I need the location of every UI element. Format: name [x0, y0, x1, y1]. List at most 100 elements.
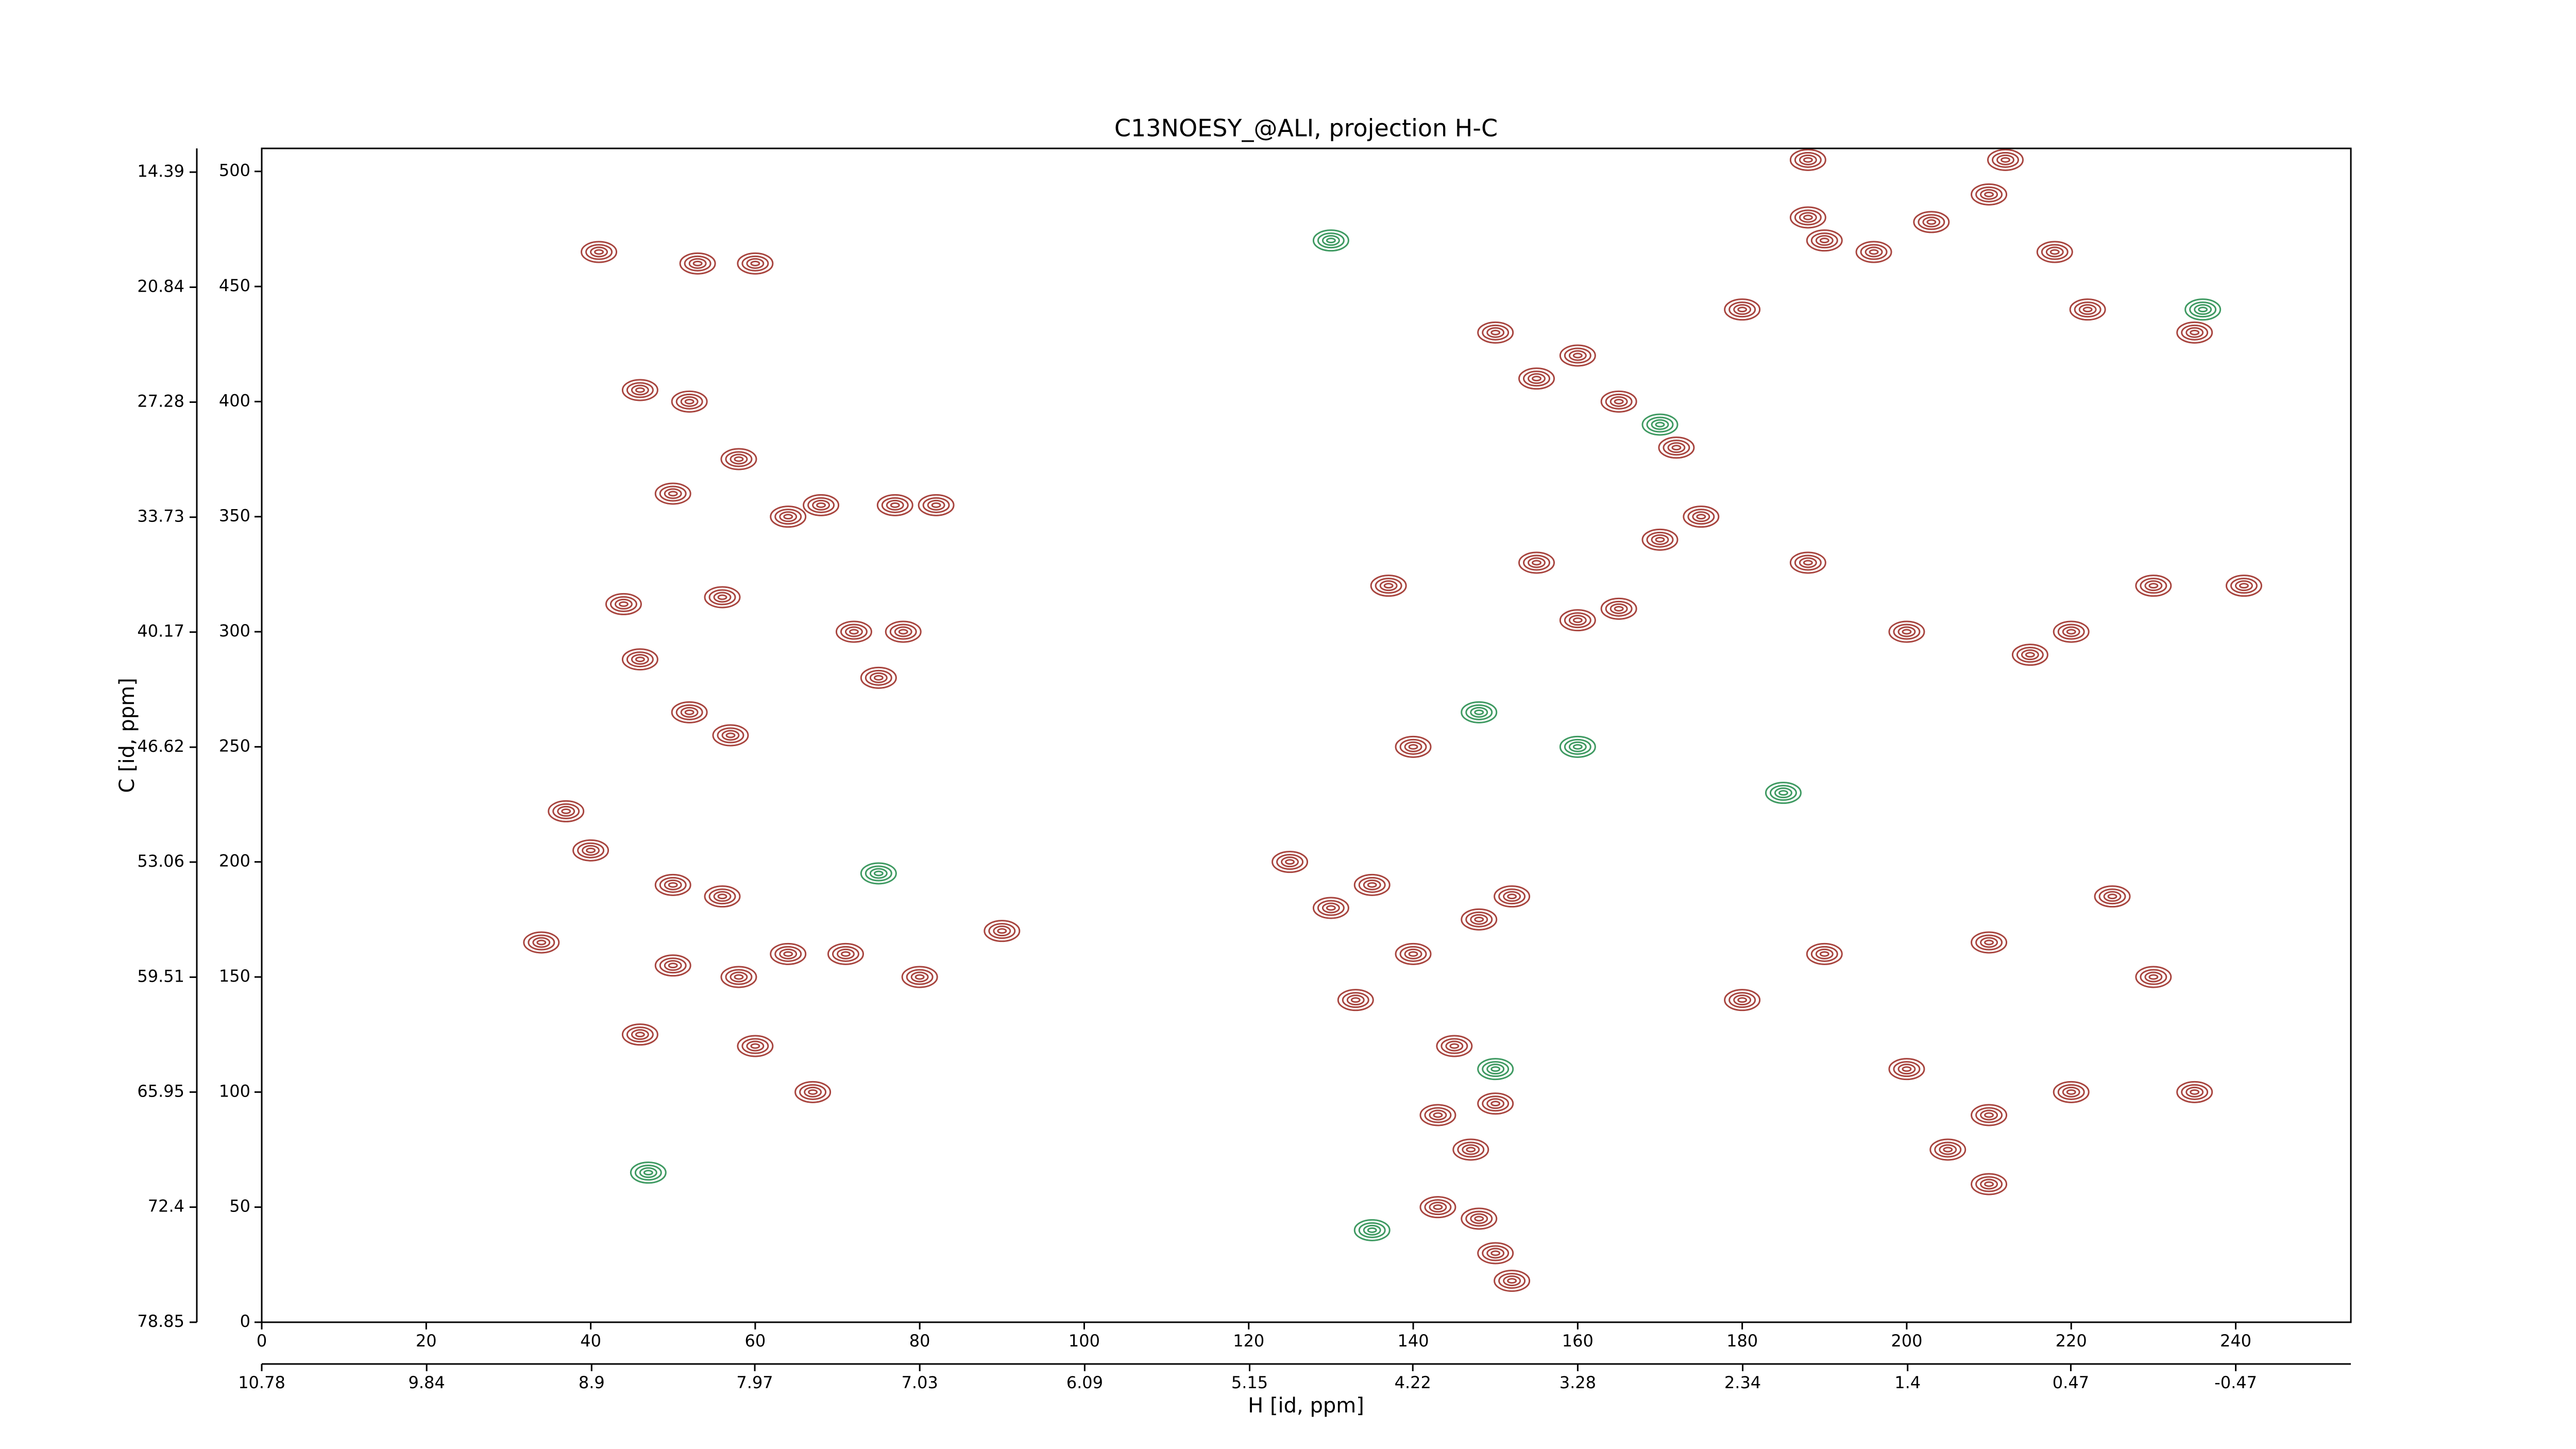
contour-level	[1810, 232, 1838, 249]
contour-level	[1404, 948, 1422, 959]
contour-level	[654, 954, 691, 977]
contour-level	[860, 666, 897, 689]
contour-level	[1342, 992, 1369, 1008]
contour-level	[2025, 652, 2035, 658]
x2-tick-label: 7.97	[736, 1373, 773, 1392]
contour-level	[1482, 324, 1510, 341]
peak	[1353, 1219, 1391, 1241]
contour-level	[816, 502, 826, 508]
contour-level	[1564, 612, 1591, 629]
peak	[1494, 885, 1531, 908]
contour-level	[1929, 1138, 1967, 1161]
contour-level	[675, 393, 703, 410]
contour-level	[1667, 442, 1686, 453]
peak	[901, 966, 938, 988]
x-tick-label: 60	[745, 1331, 766, 1351]
contour-level	[1939, 1144, 1957, 1155]
contour-level	[1367, 882, 1377, 888]
y-tick-label: 200	[219, 851, 250, 871]
x2-tick-label: 5.15	[1231, 1373, 1268, 1392]
peak	[984, 920, 1021, 942]
contour-level	[621, 648, 658, 671]
contour-level	[668, 882, 678, 888]
contour-level	[746, 1040, 765, 1052]
contour-level	[783, 514, 793, 520]
peak	[2135, 966, 2172, 988]
contour-level	[741, 255, 769, 272]
contour-level	[1803, 157, 1813, 163]
contour-level	[1794, 151, 1822, 168]
contour-level	[1528, 557, 1546, 568]
peak	[1559, 735, 1596, 758]
peak	[835, 620, 872, 643]
contour-level	[2057, 624, 2085, 640]
contour-level	[1285, 859, 1295, 865]
contour-level	[2144, 580, 2163, 592]
contour-level	[2190, 329, 2200, 335]
contour-level	[1799, 557, 1817, 568]
contour-level	[684, 398, 694, 405]
contour-level	[1991, 151, 2019, 168]
contour-level	[1646, 531, 1674, 548]
contour-level	[1433, 1112, 1443, 1118]
contour-level	[2069, 298, 2106, 321]
contour-level	[675, 704, 703, 720]
contour-level	[1799, 212, 1817, 223]
contour-level	[1494, 1270, 1531, 1292]
contour-level	[1337, 989, 1374, 1012]
y2-tick-label: 46.62	[137, 736, 184, 756]
y2-tick-label: 72.4	[148, 1197, 184, 1216]
contour-level	[1470, 706, 1488, 718]
peak	[2176, 321, 2213, 344]
contour-level	[1855, 241, 1892, 263]
contour-level	[1609, 396, 1628, 407]
contour-level	[1419, 1104, 1456, 1126]
contour-level	[1419, 1196, 1456, 1219]
contour-level	[1789, 148, 1826, 171]
contour-level	[2198, 307, 2208, 313]
peak	[2094, 885, 2131, 908]
peak	[654, 873, 691, 896]
contour-level	[2107, 894, 2117, 900]
peak	[918, 494, 955, 516]
contour-level	[2194, 304, 2212, 315]
contour-level	[631, 1029, 649, 1040]
contour-level	[2135, 966, 2172, 988]
peak	[1765, 782, 1802, 804]
contour-level	[704, 586, 741, 609]
contour-level	[906, 969, 934, 985]
contour-level	[635, 656, 645, 663]
contour-level	[1404, 741, 1422, 752]
contour-level	[865, 865, 892, 882]
contour-level	[1375, 578, 1402, 594]
contour-level	[1926, 219, 1937, 225]
contour-level	[1474, 709, 1484, 715]
contour-level	[1474, 916, 1484, 922]
contour-level	[688, 258, 707, 269]
peak	[827, 942, 864, 965]
peak	[1855, 241, 1892, 263]
contour-level	[1465, 704, 1493, 720]
peak	[671, 390, 708, 413]
peak	[1600, 597, 1637, 620]
contour-level	[1980, 189, 1998, 200]
contour-level	[1564, 347, 1591, 364]
contour-level	[876, 494, 913, 516]
contour-level	[1671, 445, 1682, 451]
contour-level	[1399, 738, 1427, 755]
contour-level	[664, 879, 682, 890]
contour-level	[1605, 600, 1633, 617]
contour-level	[1408, 744, 1418, 750]
contour-level	[712, 724, 749, 747]
contour-level	[836, 948, 855, 959]
y2-tick-label: 53.06	[137, 851, 184, 871]
peak	[1395, 942, 1432, 965]
contour-level	[634, 1165, 662, 1181]
contour-level	[614, 598, 633, 610]
y-tick-label: 300	[219, 621, 250, 641]
contour-level	[2185, 1086, 2204, 1098]
contour-level	[1559, 735, 1596, 758]
contour-level	[1312, 897, 1349, 919]
peak	[704, 885, 741, 908]
peak	[679, 252, 716, 275]
